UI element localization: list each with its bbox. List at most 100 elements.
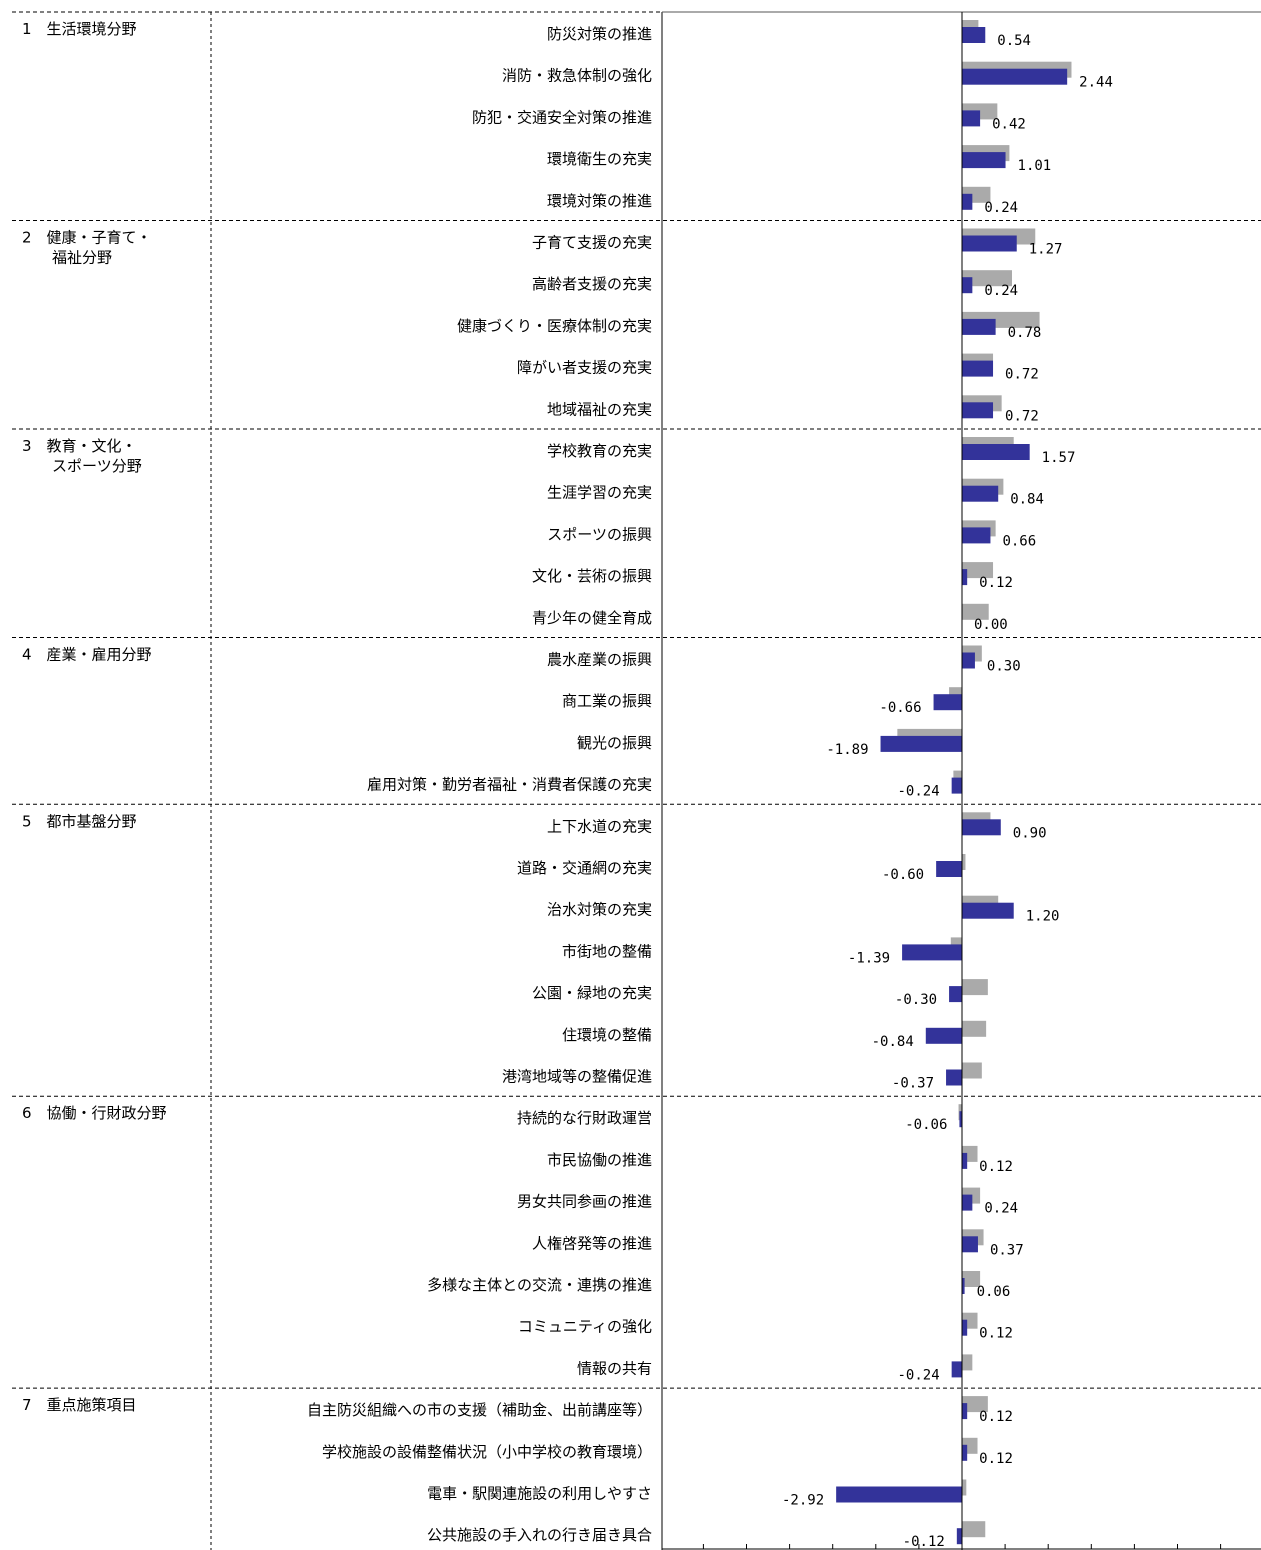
category-label: 道路・交通網の充実	[517, 859, 652, 877]
bar-primary	[962, 1152, 968, 1169]
category-label: 港湾地域等の整備促進	[502, 1068, 652, 1086]
group-label-line: スポーツ分野	[22, 457, 142, 475]
data-label: 0.24	[984, 283, 1018, 299]
group-label: 5 都市基盤分野	[22, 812, 137, 830]
category-label: 公共施設の手入れの行き届き具合	[427, 1526, 652, 1544]
category-label: 自主防災組織への市の支援（補助金、出前講座等）	[307, 1401, 652, 1419]
bar-primary	[962, 1278, 965, 1294]
group-label-line: 6 協働・行財政分野	[22, 1104, 167, 1122]
bar-secondary	[962, 1020, 987, 1037]
data-label: -1.89	[826, 742, 868, 758]
category-label: 地域福祉の充実	[547, 400, 652, 418]
data-label: 0.78	[1008, 325, 1042, 341]
bar-primary	[962, 360, 994, 377]
data-label: 0.42	[992, 116, 1026, 132]
category-label: 上下水道の充実	[547, 817, 652, 835]
category-label: 環境対策の推進	[547, 192, 652, 210]
data-label: 0.72	[1005, 408, 1039, 424]
group-label: 4 産業・雇用分野	[22, 646, 152, 664]
data-label: 0.90	[1013, 825, 1047, 841]
data-label: 0.84	[1010, 492, 1044, 508]
data-label: 0.12	[979, 1409, 1013, 1425]
data-label: 0.12	[979, 1451, 1013, 1467]
bar-primary	[962, 402, 994, 419]
category-label: コミュニティの強化	[518, 1318, 652, 1336]
bar-primary	[962, 1319, 968, 1336]
bar-primary	[962, 1403, 968, 1420]
category-label: 治水対策の充実	[547, 901, 652, 919]
data-label: -0.84	[872, 1034, 914, 1050]
data-label: 0.24	[984, 200, 1018, 216]
data-label: 0.37	[990, 1242, 1024, 1258]
category-label: スポーツの振興	[547, 525, 652, 543]
category-label: 高齢者支援の充実	[532, 275, 652, 293]
category-label: 防犯・交通安全対策の推進	[472, 108, 652, 126]
bar-primary	[959, 1111, 962, 1128]
bar-primary	[902, 944, 962, 961]
category-label: 公園・緑地の充実	[532, 984, 652, 1002]
bar-primary	[880, 735, 962, 752]
bar-primary	[962, 318, 996, 335]
data-label: -0.30	[895, 992, 937, 1008]
bar-primary	[925, 1027, 962, 1044]
bar-primary	[936, 861, 962, 877]
group-label: 7 重点施策項目	[22, 1396, 137, 1414]
group-label-line: 3 教育・文化・	[22, 437, 137, 455]
bar-secondary	[962, 562, 994, 579]
bar-primary	[962, 569, 968, 586]
data-label: 1.27	[1029, 242, 1063, 258]
bar-primary	[962, 527, 991, 544]
bar-secondary	[962, 1396, 988, 1413]
bar-primary	[946, 1069, 962, 1086]
category-label: 持続的な行財政運営	[517, 1109, 652, 1127]
group-label-line: 7 重点施策項目	[22, 1396, 137, 1414]
data-label: 1.20	[1026, 909, 1060, 925]
bar-primary	[962, 152, 1006, 169]
data-label: 0.72	[1005, 367, 1039, 383]
bar-primary	[951, 1361, 962, 1378]
data-label: -0.66	[879, 700, 921, 716]
data-label: 0.06	[977, 1284, 1011, 1300]
category-label: 観光の振興	[577, 734, 652, 752]
bar-primary	[962, 68, 1068, 85]
data-label: -0.37	[892, 1076, 934, 1092]
category-label: 学校施設の設備整備状況（小中学校の教育環境）	[322, 1443, 652, 1461]
bar-primary	[949, 986, 962, 1003]
group-label-line: 2 健康・子育て・	[22, 229, 152, 247]
bar-primary	[962, 1194, 973, 1211]
group-label-line: 1 生活環境分野	[22, 20, 137, 38]
category-label: 青少年の健全育成	[532, 609, 652, 627]
data-label: -0.24	[897, 784, 939, 800]
category-label: 農水産業の振興	[547, 651, 652, 669]
data-label: 0.30	[987, 659, 1021, 675]
group-label-line: 5 都市基盤分野	[22, 812, 137, 830]
bar-primary	[836, 1486, 962, 1503]
data-label: 0.54	[997, 33, 1031, 49]
bar-primary	[962, 485, 999, 502]
group-label: 1 生活環境分野	[22, 20, 137, 38]
bar-primary	[962, 1236, 978, 1253]
category-label: 消防・救急体制の強化	[502, 67, 652, 85]
category-label: 子育て支援の充実	[532, 234, 652, 252]
bar-primary	[962, 110, 981, 127]
data-label: 1.01	[1018, 158, 1052, 174]
bar-secondary	[962, 270, 1012, 287]
group-label: 2 健康・子育て・ 福祉分野	[22, 229, 152, 267]
data-label: -0.24	[897, 1367, 939, 1383]
bar-primary	[951, 777, 962, 794]
group-label-line: 福祉分野	[22, 249, 112, 267]
bar-primary	[962, 193, 973, 210]
category-label: 防災対策の推進	[547, 25, 652, 43]
group-label-line: 4 産業・雇用分野	[22, 646, 152, 664]
category-label: 市民協働の推進	[547, 1151, 652, 1169]
category-label: 文化・芸術の振興	[532, 567, 652, 585]
category-label: 人権啓発等の推進	[532, 1234, 652, 1252]
bar-secondary	[962, 1521, 986, 1538]
bar-primary	[933, 694, 962, 711]
category-label: 環境衛生の充実	[547, 150, 652, 168]
bar-primary	[962, 902, 1014, 919]
category-label: 市街地の整備	[562, 942, 652, 960]
data-label: -0.06	[905, 1117, 947, 1133]
data-label: 1.57	[1042, 450, 1076, 466]
